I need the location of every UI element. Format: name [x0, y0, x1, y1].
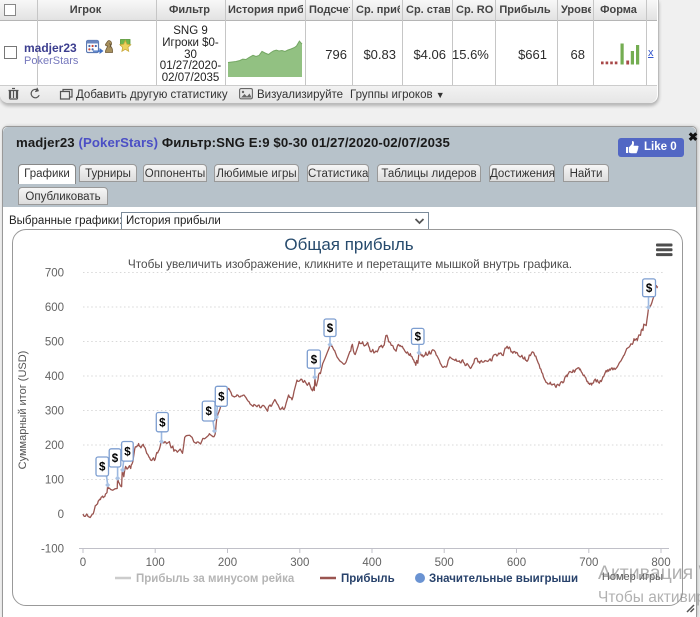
- svg-text:Общая прибыль: Общая прибыль: [284, 235, 413, 254]
- svg-text:$: $: [415, 332, 422, 344]
- svg-text:$: $: [99, 462, 106, 474]
- svg-text:400: 400: [45, 371, 64, 383]
- svg-text:$: $: [159, 417, 166, 429]
- svg-text:200: 200: [218, 557, 237, 569]
- svg-text:$: $: [205, 406, 212, 418]
- svg-text:300: 300: [45, 406, 64, 418]
- svg-text:300: 300: [290, 557, 309, 569]
- svg-text:0: 0: [80, 557, 86, 569]
- svg-text:Прибыль: Прибыль: [341, 573, 395, 585]
- svg-text:$: $: [327, 323, 334, 335]
- svg-text:100: 100: [45, 475, 64, 487]
- svg-text:800: 800: [651, 557, 670, 569]
- svg-text:Прибыль за минусом рейка: Прибыль за минусом рейка: [136, 573, 295, 585]
- svg-text:-100: -100: [41, 544, 64, 556]
- svg-text:$: $: [646, 283, 653, 295]
- svg-text:$: $: [124, 447, 131, 459]
- svg-text:$: $: [218, 392, 225, 404]
- svg-text:100: 100: [146, 557, 165, 569]
- svg-text:700: 700: [579, 557, 598, 569]
- svg-text:Чтобы увеличить изображение, к: Чтобы увеличить изображение, кликните и …: [128, 257, 572, 271]
- svg-text:600: 600: [45, 302, 64, 314]
- svg-text:Значительные выигрыши: Значительные выигрыши: [429, 573, 578, 585]
- svg-text:$: $: [311, 354, 318, 366]
- svg-text:Суммарный итог (USD): Суммарный итог (USD): [17, 351, 29, 470]
- svg-text:200: 200: [45, 440, 64, 452]
- svg-text:700: 700: [45, 268, 64, 280]
- svg-text:0: 0: [58, 509, 64, 521]
- svg-text:500: 500: [435, 557, 454, 569]
- svg-text:500: 500: [45, 337, 64, 349]
- svg-text:Номер игры: Номер игры: [602, 571, 663, 583]
- svg-text:400: 400: [362, 557, 381, 569]
- svg-text:$: $: [112, 453, 119, 465]
- svg-text:600: 600: [507, 557, 526, 569]
